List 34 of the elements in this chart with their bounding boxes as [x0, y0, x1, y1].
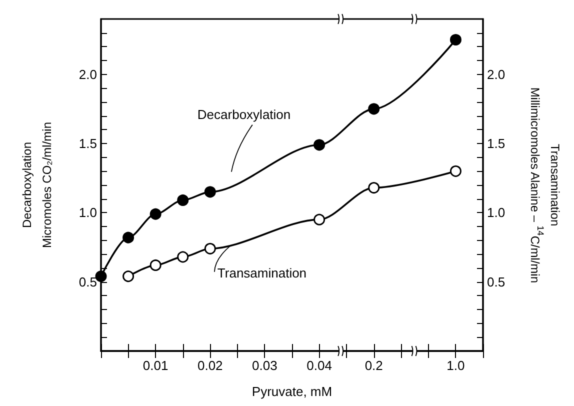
y2-tick-label: 0.5: [487, 274, 506, 290]
x-tick-label: 0.02: [197, 358, 223, 373]
x-tick-label: 0.04: [306, 358, 332, 373]
point: [450, 34, 462, 46]
text: Decarboxylation: [197, 107, 291, 122]
y-tick-label: 1.5: [78, 136, 97, 151]
point: [177, 194, 189, 206]
y-tick-label: 0.5: [78, 274, 97, 290]
series-label: Transamination: [217, 265, 307, 280]
point: [204, 242, 216, 254]
x-tick-label: 0.01: [142, 358, 168, 373]
y-tick-label: 2.0: [78, 66, 97, 82]
point: [150, 208, 162, 220]
y-tick-label: 1.0: [78, 205, 97, 220]
y2-axis-title: Transamination Millimicromoles Alanine – 14C/ml/min: [528, 87, 562, 284]
x-tick-label: 0.03: [252, 358, 278, 373]
point: [450, 165, 462, 177]
point: [314, 139, 326, 151]
y-axis-title: Decarboxylation Micromoles CO₂/ml/min: [20, 122, 54, 248]
point: [150, 259, 162, 271]
x-axis-title: Pyruvate, mM: [252, 384, 332, 399]
y2-tick-label: 1.5: [487, 136, 506, 151]
point: [122, 232, 134, 244]
x-tick-label: 1.0: [446, 358, 465, 373]
point: [314, 214, 326, 226]
point: [122, 270, 134, 282]
point: [177, 251, 189, 263]
y2-tick-label: 2.0: [487, 66, 506, 82]
point: [95, 270, 107, 282]
point: [368, 103, 380, 115]
y2-tick-label: 1.0: [487, 205, 506, 220]
point: [204, 186, 216, 198]
x-tick-label: 0.2: [364, 358, 383, 373]
point: [368, 182, 380, 194]
